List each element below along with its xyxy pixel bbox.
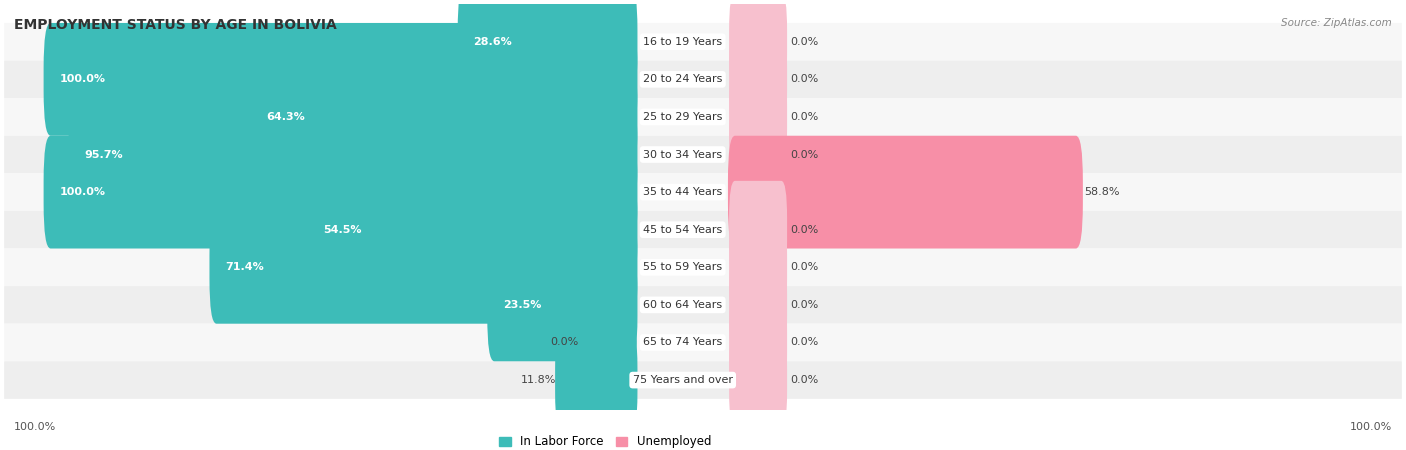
FancyBboxPatch shape <box>730 0 787 90</box>
FancyBboxPatch shape <box>578 293 637 392</box>
FancyBboxPatch shape <box>730 331 787 429</box>
FancyBboxPatch shape <box>69 98 637 211</box>
FancyBboxPatch shape <box>4 361 1402 399</box>
FancyBboxPatch shape <box>4 248 1402 286</box>
Text: 0.0%: 0.0% <box>790 300 818 310</box>
FancyBboxPatch shape <box>730 293 787 392</box>
FancyBboxPatch shape <box>555 324 637 436</box>
FancyBboxPatch shape <box>4 286 1402 324</box>
FancyBboxPatch shape <box>4 61 1402 98</box>
Text: 11.8%: 11.8% <box>520 375 557 385</box>
Text: 65 to 74 Years: 65 to 74 Years <box>643 338 723 347</box>
Text: 0.0%: 0.0% <box>790 74 818 84</box>
FancyBboxPatch shape <box>209 211 637 324</box>
FancyBboxPatch shape <box>4 211 1402 248</box>
Text: Source: ZipAtlas.com: Source: ZipAtlas.com <box>1281 18 1392 28</box>
Text: 58.8%: 58.8% <box>1084 187 1121 197</box>
Text: 0.0%: 0.0% <box>790 225 818 235</box>
FancyBboxPatch shape <box>730 256 787 354</box>
Text: EMPLOYMENT STATUS BY AGE IN BOLIVIA: EMPLOYMENT STATUS BY AGE IN BOLIVIA <box>14 18 337 32</box>
Text: 0.0%: 0.0% <box>550 338 578 347</box>
Text: 35 to 44 Years: 35 to 44 Years <box>643 187 723 197</box>
FancyBboxPatch shape <box>730 106 787 203</box>
FancyBboxPatch shape <box>308 173 637 286</box>
Text: 0.0%: 0.0% <box>790 338 818 347</box>
FancyBboxPatch shape <box>488 248 637 361</box>
Text: 75 Years and over: 75 Years and over <box>633 375 733 385</box>
FancyBboxPatch shape <box>44 136 637 248</box>
Text: 64.3%: 64.3% <box>266 112 305 122</box>
Text: 100.0%: 100.0% <box>59 187 105 197</box>
FancyBboxPatch shape <box>250 61 637 173</box>
Text: 0.0%: 0.0% <box>790 375 818 385</box>
FancyBboxPatch shape <box>4 136 1402 173</box>
Text: 55 to 59 Years: 55 to 59 Years <box>643 262 723 272</box>
FancyBboxPatch shape <box>4 23 1402 61</box>
Text: 100.0%: 100.0% <box>1350 422 1392 432</box>
Text: 30 to 34 Years: 30 to 34 Years <box>643 149 723 160</box>
FancyBboxPatch shape <box>4 324 1402 361</box>
Text: 0.0%: 0.0% <box>790 262 818 272</box>
FancyBboxPatch shape <box>728 136 1083 248</box>
FancyBboxPatch shape <box>730 181 787 279</box>
Legend: In Labor Force, Unemployed: In Labor Force, Unemployed <box>495 431 716 450</box>
Text: 0.0%: 0.0% <box>790 149 818 160</box>
FancyBboxPatch shape <box>730 218 787 316</box>
FancyBboxPatch shape <box>4 173 1402 211</box>
Text: 0.0%: 0.0% <box>790 112 818 122</box>
Text: 71.4%: 71.4% <box>225 262 264 272</box>
Text: 16 to 19 Years: 16 to 19 Years <box>643 37 723 47</box>
Text: 60 to 64 Years: 60 to 64 Years <box>643 300 723 310</box>
Text: 20 to 24 Years: 20 to 24 Years <box>643 74 723 84</box>
FancyBboxPatch shape <box>44 23 637 136</box>
Text: 28.6%: 28.6% <box>474 37 512 47</box>
FancyBboxPatch shape <box>4 98 1402 136</box>
Text: 0.0%: 0.0% <box>790 37 818 47</box>
Text: 23.5%: 23.5% <box>503 300 541 310</box>
Text: 54.5%: 54.5% <box>323 225 361 235</box>
Text: 25 to 29 Years: 25 to 29 Years <box>643 112 723 122</box>
Text: 45 to 54 Years: 45 to 54 Years <box>643 225 723 235</box>
FancyBboxPatch shape <box>730 68 787 166</box>
Text: 100.0%: 100.0% <box>59 74 105 84</box>
Text: 100.0%: 100.0% <box>14 422 56 432</box>
FancyBboxPatch shape <box>458 0 637 98</box>
Text: 95.7%: 95.7% <box>84 149 122 160</box>
FancyBboxPatch shape <box>730 31 787 128</box>
